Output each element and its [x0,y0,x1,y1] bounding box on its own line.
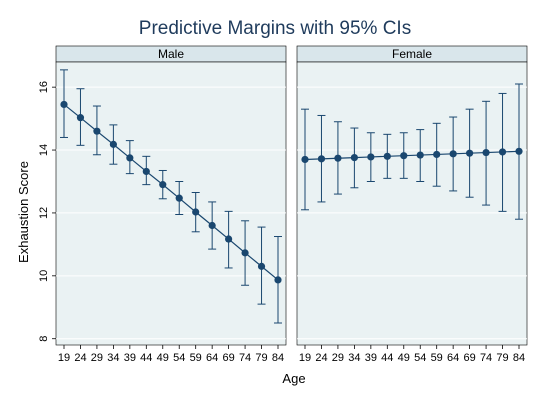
y-tick-label: 10 [38,270,50,282]
data-point [241,249,249,257]
x-axis-title: Age [282,371,305,386]
data-point [93,127,101,135]
data-point [192,208,200,216]
data-point [416,151,424,159]
data-point [449,150,457,158]
x-tick-label: 79 [496,352,508,364]
chart-panels: Male 8 10 12 14 16 19 24 29 34 39 44 49 54 59 64 69 74 79 8… [38,45,528,364]
data-point [400,152,408,160]
data-point [317,155,326,163]
x-tick-label: 64 [447,352,459,364]
x-tick-label: 69 [222,352,234,364]
data-point [383,152,391,160]
x-tick-label: 34 [107,352,119,364]
x-tick-label: 24 [74,352,86,364]
x-tick-label: 29 [332,352,344,364]
x-tick-label: 59 [190,352,202,364]
data-point [334,154,342,162]
x-tick-label: 44 [381,352,393,364]
data-point [126,154,134,162]
data-point [515,147,523,155]
chart-title: Predictive Margins with 95% CIs [139,18,411,39]
x-tick-label: 24 [315,352,327,364]
panel-plot-area [55,61,287,346]
y-tick-label: 12 [38,207,50,219]
x-tick-label: 39 [365,352,377,364]
data-point [109,140,117,148]
data-point [274,276,282,284]
x-tick-label: 59 [431,352,443,364]
y-axis-title: Exhaustion Score [16,161,31,263]
y-tick-label: 14 [38,144,50,156]
data-point [60,100,68,109]
x-tick-label: 74 [480,352,492,364]
data-point [159,181,167,189]
data-point [301,155,309,164]
x-tick-label: 39 [124,352,136,364]
panel-strip-label: Female [392,47,432,61]
x-tick-label: 74 [239,352,251,364]
panel-strip-label: Male [158,47,184,61]
x-tick-label: 54 [414,352,426,364]
x-tick-label: 54 [173,352,185,364]
data-point [225,235,233,243]
x-tick-label: 29 [91,352,103,364]
data-point [466,149,474,157]
x-tick-label: 19 [299,352,311,364]
y-tick-label: 8 [38,336,50,342]
data-point [142,167,150,176]
data-point [498,148,507,156]
x-tick-label: 34 [348,352,360,364]
x-tick-label: 84 [513,352,525,364]
x-tick-label: 64 [206,352,218,364]
data-point [350,153,358,162]
data-point [175,194,183,202]
data-point [367,153,375,161]
x-tick-label: 84 [272,352,284,364]
data-point [433,150,441,159]
x-tick-label: 49 [157,352,169,364]
data-point [257,262,266,270]
x-tick-label: 49 [398,352,410,364]
y-tick-label: 16 [38,81,50,93]
data-point [482,148,490,157]
data-point [76,114,85,122]
data-point [208,221,216,230]
x-tick-label: 69 [463,352,475,364]
panel-female: Female 19 24 29 34 39 44 49 54 59 64 69 74 79 84 [296,45,528,364]
x-tick-label: 44 [140,352,152,364]
x-tick-label: 19 [58,352,70,364]
x-tick-label: 79 [255,352,267,364]
panel-plot-area [296,61,528,346]
panel-male: Male 8 10 12 14 16 19 24 29 34 39 44 49 54 59 64 69 74 79 8… [38,45,287,364]
